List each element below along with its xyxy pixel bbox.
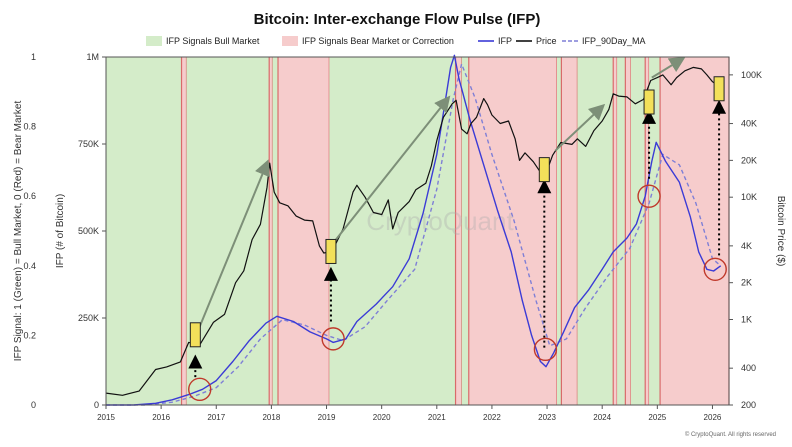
y-right-tick-label: 200	[741, 400, 756, 410]
legend-entry-1: IFP Signals Bear Market or Correction	[282, 36, 454, 46]
signal-region-18	[649, 57, 661, 405]
highlight-box-3	[643, 89, 655, 115]
legend-label: IFP_90Day_MA	[582, 36, 646, 46]
signal-region-19	[660, 57, 729, 405]
signal-region-0	[106, 57, 182, 405]
signal-region-8	[461, 57, 469, 405]
y-right-tick-label: 2K	[741, 278, 752, 288]
signal-region-15	[625, 57, 631, 405]
highlight-circle-0	[188, 377, 212, 402]
signal-region-16	[630, 57, 646, 405]
x-tick-label: 2019	[318, 413, 336, 422]
y-right-tick-label: 10K	[741, 192, 757, 202]
y-right-tick-label: 100K	[741, 70, 762, 80]
y-right-tick-label: 4K	[741, 241, 752, 251]
y-left-outer-tick-label: 0.8	[23, 122, 36, 132]
y-left-outer-tick-label: 0.2	[23, 330, 36, 340]
highlight-box-2	[538, 157, 550, 183]
y-right-tick-label: 400	[741, 363, 756, 373]
highlight-box-4	[713, 76, 725, 102]
y-right-label: Bitcoin Price ($)	[775, 196, 786, 267]
legend-entry-0: IFP Signals Bull Market	[146, 36, 260, 46]
legend-entry-4: IFP_90Day_MA	[562, 36, 646, 46]
series-line-price	[105, 66, 720, 396]
legend-swatch	[146, 36, 162, 46]
y-right-tick-label: 40K	[741, 119, 757, 129]
signal-region-7	[455, 57, 462, 405]
x-tick-label: 2020	[373, 413, 391, 422]
y-left-outer-tick-label: 0	[31, 400, 36, 410]
legend-entry-2: IFP	[478, 36, 512, 46]
x-tick-label: 2017	[207, 413, 225, 422]
signal-region-9	[468, 57, 557, 405]
chart-title: Bitcoin: Inter-exchange Flow Pulse (IFP)	[254, 11, 541, 28]
y-left-inner-tick-label: 750K	[78, 139, 99, 149]
x-tick-label: 2021	[428, 413, 446, 422]
signal-region-11	[561, 57, 578, 405]
highlight-circle-3	[637, 184, 661, 208]
signal-regions	[106, 57, 730, 405]
legend-label: IFP	[498, 36, 512, 46]
legend-swatch	[282, 36, 298, 46]
x-tick-label: 2026	[704, 413, 722, 422]
signal-region-12	[577, 57, 614, 405]
series-line-ifp-90day-ma	[106, 63, 722, 406]
y-left-outer-tick-label: 1	[31, 52, 36, 62]
signal-region-3	[269, 57, 273, 405]
signal-region-17	[645, 57, 650, 405]
y-left-inner-tick-label: 250K	[78, 313, 99, 323]
y-right-tick-label: 20K	[741, 155, 757, 165]
highlight-box-1	[325, 238, 337, 264]
y-left-inner-tick-label: 500K	[78, 226, 99, 236]
x-tick-label: 2016	[152, 413, 170, 422]
highlight-circle-4	[703, 257, 727, 281]
signal-region-4	[272, 57, 279, 405]
legend-entry-3: Price	[516, 36, 557, 46]
legend-label: IFP Signals Bear Market or Correction	[302, 36, 454, 46]
trend-arrow-3	[651, 56, 686, 79]
y-left-outer-tick-label: 0.4	[23, 261, 36, 271]
x-tick-label: 2018	[262, 413, 280, 422]
trend-arrow-1	[330, 95, 451, 247]
highlight-circle-1	[321, 327, 345, 351]
annotations	[188, 56, 727, 402]
signal-region-14	[617, 57, 626, 405]
signal-region-1	[181, 57, 187, 405]
y-left-outer-tick-label: 0.6	[23, 191, 36, 201]
x-tick-label: 2025	[648, 413, 666, 422]
highlight-box-0	[189, 322, 201, 348]
x-tick-label: 2023	[538, 413, 556, 422]
x-tick-label: 2022	[483, 413, 501, 422]
y-left-inner-tick-label: 0	[94, 400, 99, 410]
y-left-inner-label: IFP (# of Bitcoin)	[55, 194, 66, 268]
axes: 2015 2016 2017 2018 2019 2020 2021 2022 2023 2024…	[23, 52, 762, 422]
y-left-inner-tick-label: 1M	[86, 52, 99, 62]
x-tick-label: 2015	[97, 413, 115, 422]
trend-arrow-0	[190, 159, 270, 348]
legend-label: Price	[536, 36, 557, 46]
watermark: CryptoQuant	[366, 206, 514, 236]
highlight-circle-2	[533, 337, 558, 362]
signal-region-13	[613, 57, 618, 405]
legend: IFP Signals Bull Market IFP Signals Bear …	[146, 36, 646, 46]
x-tick-label: 2024	[593, 413, 611, 422]
footer-credit: © CryptoQuant. All rights reserved	[685, 431, 776, 438]
signal-region-10	[556, 57, 562, 405]
y-right-tick-label: 1K	[741, 315, 752, 325]
signal-region-5	[278, 57, 330, 405]
legend-label: IFP Signals Bull Market	[166, 36, 260, 46]
y-left-outer-label: IFP Signal: 1 (Green) = Bull Market, 0 (…	[13, 101, 24, 362]
trend-arrow-2	[554, 103, 606, 152]
